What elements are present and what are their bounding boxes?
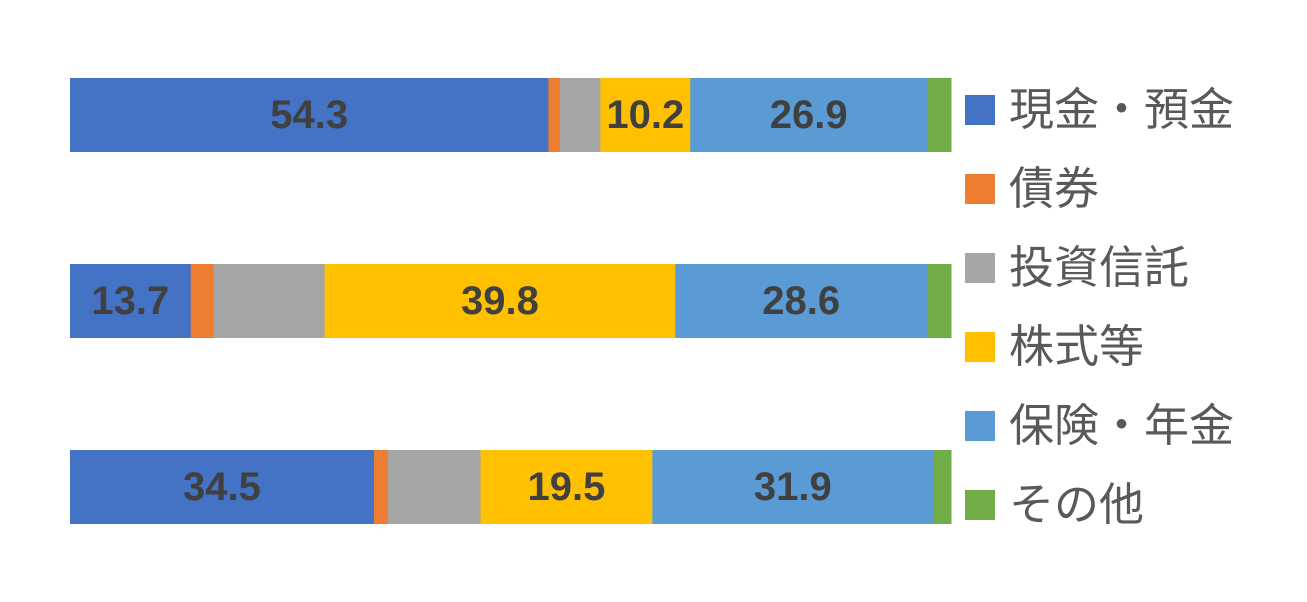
bar-segment-row2-series2 [190, 264, 215, 338]
legend-label: その他 [1009, 478, 1145, 531]
data-label-row2-series1: 13.7 [91, 279, 169, 323]
legend-swatch [965, 94, 995, 125]
data-label-row3-series5: 31.9 [754, 465, 832, 509]
bar-segment-row3-series4 [480, 450, 653, 524]
legend-swatch [965, 331, 995, 362]
legend-swatch [965, 410, 995, 441]
legend-swatch [965, 252, 995, 283]
bar-segment-row1-series4 [600, 78, 691, 152]
data-label-row2-series4: 39.8 [461, 279, 539, 323]
data-label-row3-series1: 34.5 [183, 465, 261, 509]
legend-label: 現金・預金 [1009, 83, 1235, 136]
bar-segment-row1-series1 [70, 78, 549, 152]
data-label-row2-series5: 28.6 [762, 279, 840, 323]
legend-item-investment-trusts[interactable]: 投資信託 [965, 228, 1234, 307]
legend-item-insurance-pension[interactable]: 保険・年金 [965, 386, 1234, 465]
bar-segment-row1-series5 [690, 78, 928, 152]
bar-segment-row3-series6 [933, 450, 952, 524]
bar-segment-row3-series5 [652, 450, 934, 524]
legend-label: 株式等 [1009, 320, 1145, 373]
bar-segment-row3-series1 [70, 450, 375, 524]
bar-segment-row2-series3 [213, 264, 326, 338]
legend-item-other[interactable]: その他 [965, 465, 1234, 544]
bar-segment-row1-series2 [548, 78, 561, 152]
data-label-row1-series1: 54.3 [270, 93, 348, 137]
legend-item-stocks[interactable]: 株式等 [965, 307, 1234, 386]
bar-segment-row2-series5 [675, 264, 928, 338]
data-label-row1-series5: 26.9 [770, 93, 848, 137]
bar-segment-row1-series6 [927, 78, 952, 152]
data-labels-group: 54.3 10.2 26.9 13.7 39.8 28.6 34.5 19.5 31.9 [91, 93, 847, 509]
legend-swatch [965, 489, 995, 520]
bar-segment-row2-series4 [324, 264, 676, 338]
legend: 現金・預金 債券 投資信託 株式等 保険・年金 その他 [965, 70, 1234, 544]
bar-segment-row3-series3 [388, 450, 482, 524]
legend-label: 債券 [1009, 162, 1100, 215]
bars-group [70, 78, 952, 524]
legend-item-cash-deposits[interactable]: 現金・預金 [965, 70, 1234, 149]
legend-item-bonds[interactable]: 債券 [965, 149, 1234, 228]
bar-segment-row2-series6 [927, 264, 952, 338]
legend-swatch [965, 173, 995, 204]
legend-label: 投資信託 [1009, 241, 1190, 294]
data-label-row1-series4: 10.2 [606, 93, 684, 137]
bar-segment-row3-series2 [373, 450, 389, 524]
bar-segment-row1-series3 [559, 78, 601, 152]
data-label-row3-series4: 19.5 [528, 465, 606, 509]
bar-segment-row2-series1 [70, 264, 192, 338]
legend-label: 保険・年金 [1009, 399, 1235, 452]
